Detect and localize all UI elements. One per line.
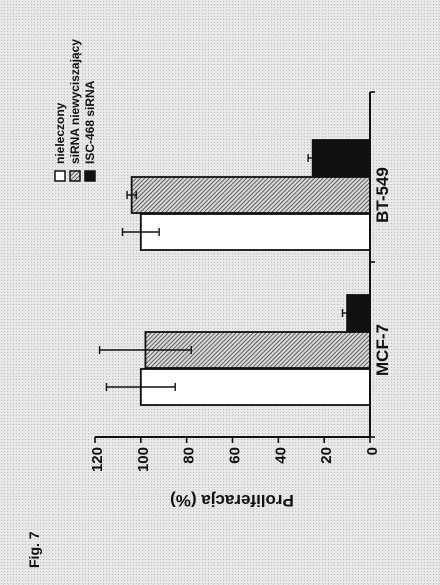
legend-label: siRNA niewyciszający [68,39,82,164]
legend-label: ISC-468 siRNA [83,80,97,164]
y-axis-title: Proliferacja (%) [170,491,294,510]
bar [130,176,371,214]
plot-area [98,139,371,406]
bar [311,139,371,177]
y-tick-label: 20 [318,447,335,464]
category-label: MCF-7 [373,324,392,376]
legend-swatch [69,170,81,182]
bar [139,368,371,406]
legend-swatch [84,170,96,182]
y-tick-label: 80 [181,447,198,464]
y-tick-label: 120 [89,447,106,472]
value-axis: 0 20 40 60 80 100 120 Proliferacja (%) [89,92,381,510]
legend: nieleczony siRNA niewyciszający ISC-468 si… [53,39,97,182]
y-tick-label: 100 [135,447,152,472]
y-tick-label: 60 [227,447,244,464]
legend-swatch [54,170,66,182]
legend-label: nieleczony [53,102,67,164]
category-label: BT-549 [373,167,392,223]
bar [139,213,371,251]
y-tick-label: 0 [364,447,381,455]
category-axis: MCF-7 BT-549 [370,91,392,438]
y-tick-label: 40 [272,447,289,464]
